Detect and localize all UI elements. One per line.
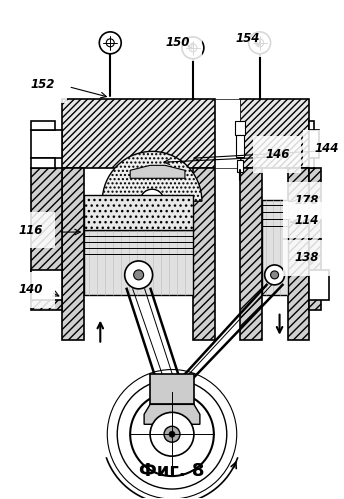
Polygon shape [310,270,329,300]
Circle shape [134,270,143,280]
Bar [235,121,245,135]
Wedge shape [102,151,202,201]
Text: 150: 150 [166,36,190,49]
Polygon shape [31,270,63,300]
Text: 154: 154 [236,32,260,45]
Text: 140: 140 [19,283,43,296]
Polygon shape [240,99,310,168]
Text: 146: 146 [265,148,290,161]
Polygon shape [63,168,84,340]
Text: 116: 116 [19,224,43,237]
Bar [84,230,193,295]
Circle shape [125,261,153,289]
Polygon shape [130,165,185,178]
Polygon shape [310,158,314,168]
Polygon shape [63,99,215,168]
Bar [262,200,288,295]
Circle shape [150,412,194,456]
Polygon shape [31,168,63,310]
Polygon shape [193,168,215,340]
Circle shape [249,32,271,54]
Bar [84,168,193,340]
Circle shape [265,265,284,285]
Text: 114: 114 [294,214,319,227]
Text: 178: 178 [294,194,319,207]
Text: Фиг. 8: Фиг. 8 [139,462,205,480]
Text: 144: 144 [315,142,339,155]
Polygon shape [310,168,321,310]
Circle shape [271,271,279,279]
Polygon shape [288,168,310,340]
Bar [236,135,244,157]
Polygon shape [215,99,240,168]
Circle shape [130,392,214,476]
Polygon shape [31,130,63,158]
Text: 138: 138 [294,251,319,264]
Polygon shape [31,121,55,130]
Circle shape [182,37,204,59]
Polygon shape [144,404,200,424]
Bar [262,168,288,340]
Circle shape [99,32,121,54]
Bar [84,195,193,230]
Polygon shape [31,158,55,168]
Circle shape [169,431,175,437]
Bar [237,160,243,172]
Polygon shape [310,121,314,130]
Polygon shape [240,168,262,340]
Bar [150,374,194,404]
Text: 152: 152 [31,78,55,91]
Polygon shape [310,130,319,158]
Circle shape [164,426,180,442]
